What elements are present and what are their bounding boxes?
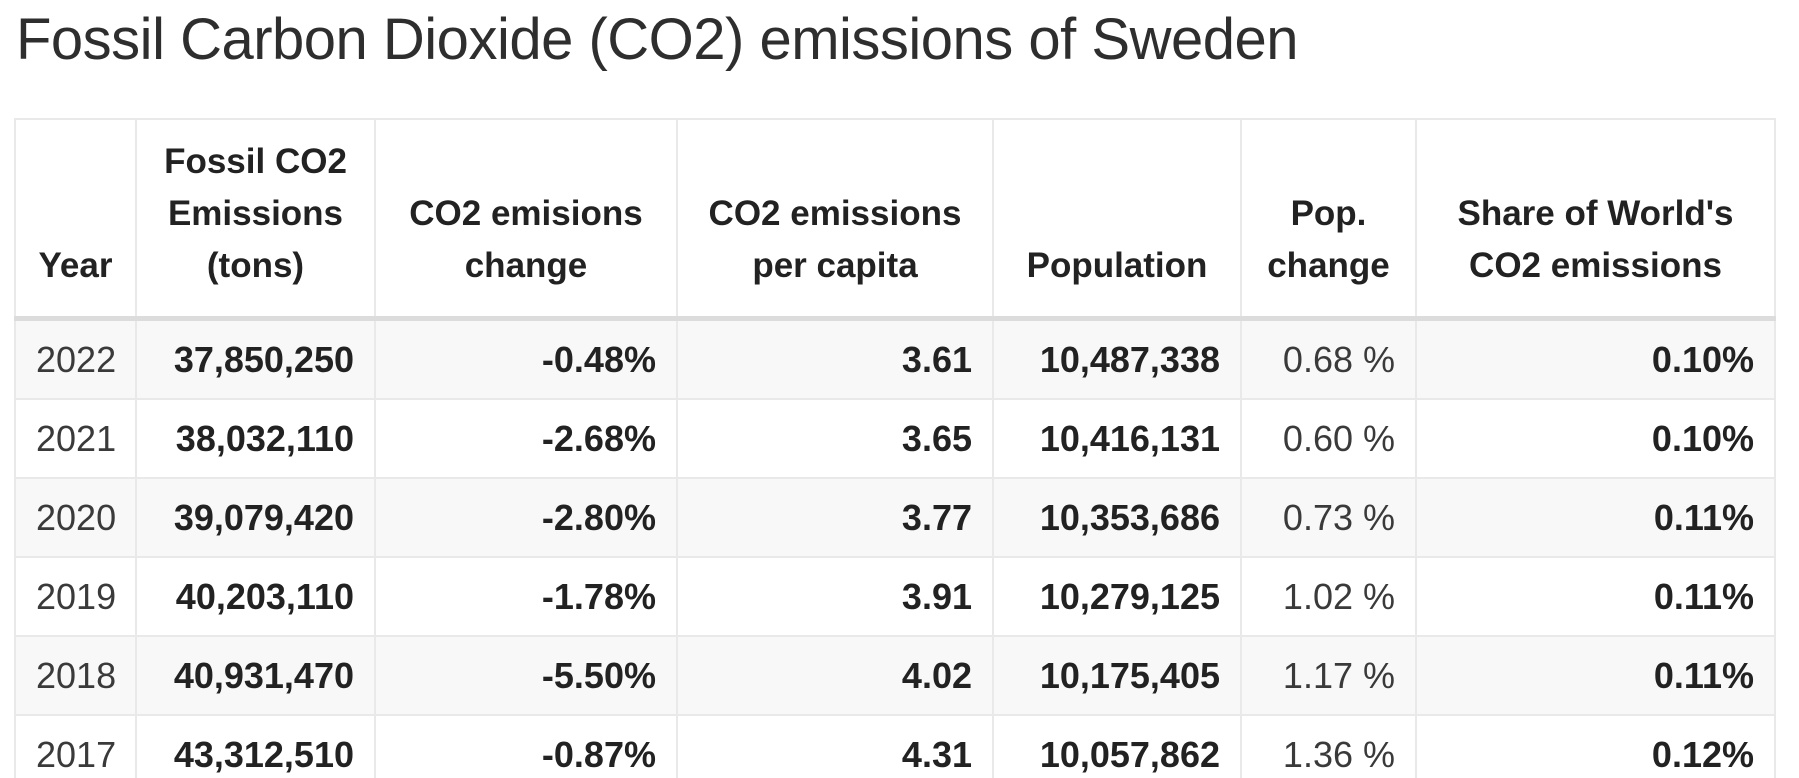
table-header: Year Fossil CO2 Emissions (tons) CO2 emi…	[14, 118, 1776, 321]
cell-change: -1.78%	[374, 556, 678, 637]
cell-year: 2020	[14, 477, 137, 558]
column-header-population: Population	[992, 118, 1242, 321]
page-title: Fossil Carbon Dioxide (CO2) emissions of…	[16, 7, 1299, 72]
cell-per_capita: 3.61	[676, 317, 994, 400]
cell-pop_change: 0.73 %	[1240, 477, 1417, 558]
cell-emissions: 43,312,510	[135, 714, 376, 778]
cell-change: -2.80%	[374, 477, 678, 558]
cell-emissions: 37,850,250	[135, 317, 376, 400]
cell-year: 2021	[14, 398, 137, 479]
cell-share: 0.10%	[1415, 317, 1776, 400]
cell-change: -0.87%	[374, 714, 678, 778]
cell-emissions: 40,203,110	[135, 556, 376, 637]
cell-share: 0.11%	[1415, 477, 1776, 558]
cell-pop_change: 1.02 %	[1240, 556, 1417, 637]
cell-emissions: 38,032,110	[135, 398, 376, 479]
cell-share: 0.10%	[1415, 398, 1776, 479]
cell-change: -5.50%	[374, 635, 678, 716]
cell-population: 10,353,686	[992, 477, 1242, 558]
table-body: 2022 37,850,250 -0.48% 3.61 10,487,338 0.68 %…	[14, 317, 1776, 778]
cell-pop_change: 1.36 %	[1240, 714, 1417, 778]
table-header-row: Year Fossil CO2 Emissions (tons) CO2 emi…	[14, 118, 1776, 321]
cell-pop_change: 1.17 %	[1240, 635, 1417, 716]
cell-population: 10,057,862	[992, 714, 1242, 778]
table-row: 2021 38,032,110 -2.68% 3.65 10,416,131 0.60 %…	[14, 398, 1776, 479]
table-row: 2020 39,079,420 -2.80% 3.77 10,353,686 0.73 %…	[14, 477, 1776, 558]
cell-share: 0.12%	[1415, 714, 1776, 778]
table-row: 2017 43,312,510 -0.87% 4.31 10,057,862 1.36 %…	[14, 714, 1776, 778]
column-header-co2-emissions-per-capita: CO2 emissions per capita	[676, 118, 994, 321]
column-header-year: Year	[14, 118, 137, 321]
cell-year: 2019	[14, 556, 137, 637]
cell-population: 10,175,405	[992, 635, 1242, 716]
cell-per_capita: 3.91	[676, 556, 994, 637]
cell-change: -2.68%	[374, 398, 678, 479]
column-header-co2-emissions-change: CO2 emisions change	[374, 118, 678, 321]
emissions-table: Year Fossil CO2 Emissions (tons) CO2 emi…	[14, 118, 1776, 778]
cell-share: 0.11%	[1415, 556, 1776, 637]
cell-population: 10,487,338	[992, 317, 1242, 400]
cell-pop_change: 0.68 %	[1240, 317, 1417, 400]
cell-per_capita: 3.65	[676, 398, 994, 479]
column-header-share-of-world: Share of World's CO2 emissions	[1415, 118, 1776, 321]
cell-per_capita: 3.77	[676, 477, 994, 558]
table-row: 2022 37,850,250 -0.48% 3.61 10,487,338 0.68 %…	[14, 317, 1776, 400]
column-header-fossil-co2-emissions: Fossil CO2 Emissions (tons)	[135, 118, 376, 321]
table-row: 2019 40,203,110 -1.78% 3.91 10,279,125 1.02 %…	[14, 556, 1776, 637]
column-header-pop-change: Pop. change	[1240, 118, 1417, 321]
table-row: 2018 40,931,470 -5.50% 4.02 10,175,405 1.17 %…	[14, 635, 1776, 716]
cell-emissions: 39,079,420	[135, 477, 376, 558]
cell-year: 2018	[14, 635, 137, 716]
cell-emissions: 40,931,470	[135, 635, 376, 716]
cell-pop_change: 0.60 %	[1240, 398, 1417, 479]
cell-per_capita: 4.31	[676, 714, 994, 778]
cell-population: 10,279,125	[992, 556, 1242, 637]
cell-per_capita: 4.02	[676, 635, 994, 716]
cell-population: 10,416,131	[992, 398, 1242, 479]
cell-year: 2022	[14, 317, 137, 400]
cell-year: 2017	[14, 714, 137, 778]
cell-change: -0.48%	[374, 317, 678, 400]
cell-share: 0.11%	[1415, 635, 1776, 716]
